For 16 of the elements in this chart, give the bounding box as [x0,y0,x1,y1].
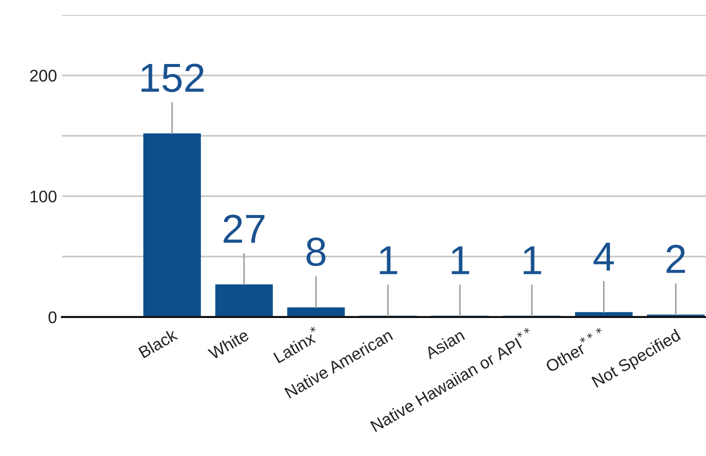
x-tick-label: Latinx$^{*}$ [271,326,322,364]
x-tick-label: White [207,328,250,360]
y-tick-label: 0 [48,311,56,324]
data-label: 27 [224,214,264,243]
data-label: 1 [452,246,470,274]
x-tick-label: Other$^{***}$ [543,327,608,373]
data-label: 2 [666,244,685,273]
data-label: 152 [142,64,204,92]
y-tick-label: 200 [30,70,56,82]
data-label: 1 [524,246,542,274]
data-label: 4 [594,242,614,270]
data-label: 1 [380,246,398,274]
data-label: 8 [306,238,326,266]
x-tick-label: Asian [424,328,466,360]
y-tick-label: 100 [30,190,56,202]
x-tick-label: Black [138,328,178,358]
